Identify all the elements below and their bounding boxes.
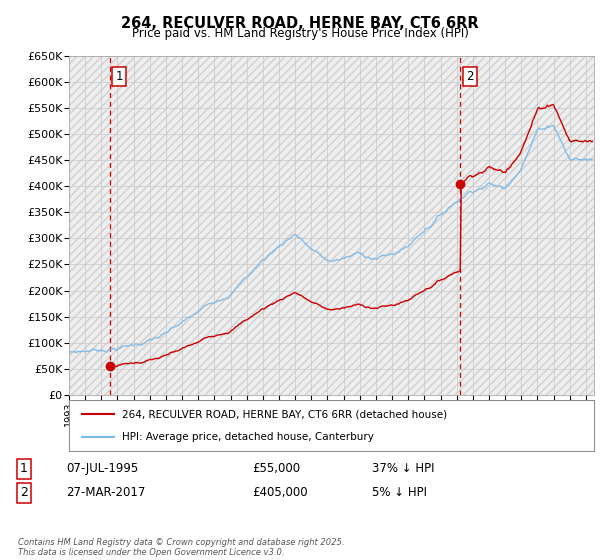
Text: Price paid vs. HM Land Registry's House Price Index (HPI): Price paid vs. HM Land Registry's House … [131,27,469,40]
Text: 264, RECULVER ROAD, HERNE BAY, CT6 6RR (detached house): 264, RECULVER ROAD, HERNE BAY, CT6 6RR (… [121,409,446,419]
Text: 1: 1 [20,462,28,475]
Text: 2: 2 [20,486,28,500]
Text: 37% ↓ HPI: 37% ↓ HPI [372,462,434,475]
Text: 27-MAR-2017: 27-MAR-2017 [66,486,145,500]
Text: 5% ↓ HPI: 5% ↓ HPI [372,486,427,500]
Text: 07-JUL-1995: 07-JUL-1995 [66,462,138,475]
Text: Contains HM Land Registry data © Crown copyright and database right 2025.
This d: Contains HM Land Registry data © Crown c… [18,538,344,557]
Text: £405,000: £405,000 [252,486,308,500]
Text: £55,000: £55,000 [252,462,300,475]
Text: 1: 1 [115,71,122,83]
Text: 264, RECULVER ROAD, HERNE BAY, CT6 6RR: 264, RECULVER ROAD, HERNE BAY, CT6 6RR [121,16,479,31]
Text: 2: 2 [466,71,473,83]
Text: HPI: Average price, detached house, Canterbury: HPI: Average price, detached house, Cant… [121,432,373,442]
